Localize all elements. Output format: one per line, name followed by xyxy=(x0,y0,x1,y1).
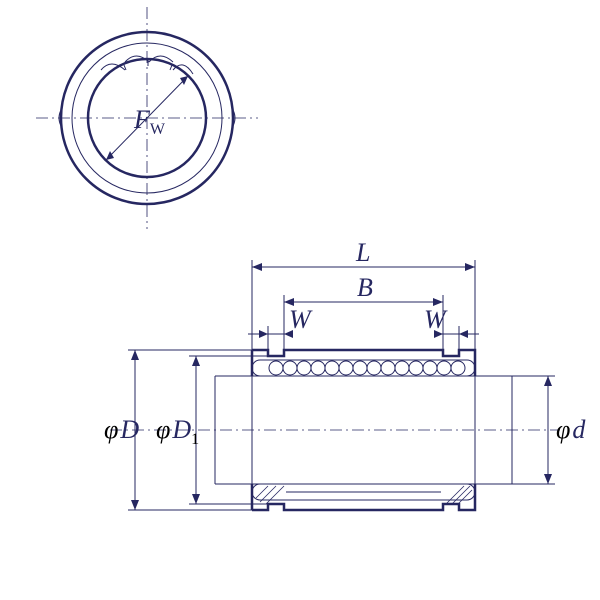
label-W-left: W xyxy=(289,305,313,334)
lower-section xyxy=(252,484,475,504)
label-B: B xyxy=(357,273,373,302)
label-d: φd xyxy=(556,415,586,444)
body-lower xyxy=(252,484,475,510)
label-L: L xyxy=(355,238,370,267)
ball-row xyxy=(252,360,475,376)
front-view: FW xyxy=(36,7,258,229)
bearing-technical-drawing: FW xyxy=(0,0,600,600)
label-D1: φD1 xyxy=(156,415,199,448)
label-D: φD xyxy=(104,415,139,444)
label-W-right: W xyxy=(424,305,448,334)
side-view: L B W W φD φD1 xyxy=(104,238,586,510)
label-fw: FW xyxy=(133,105,166,138)
